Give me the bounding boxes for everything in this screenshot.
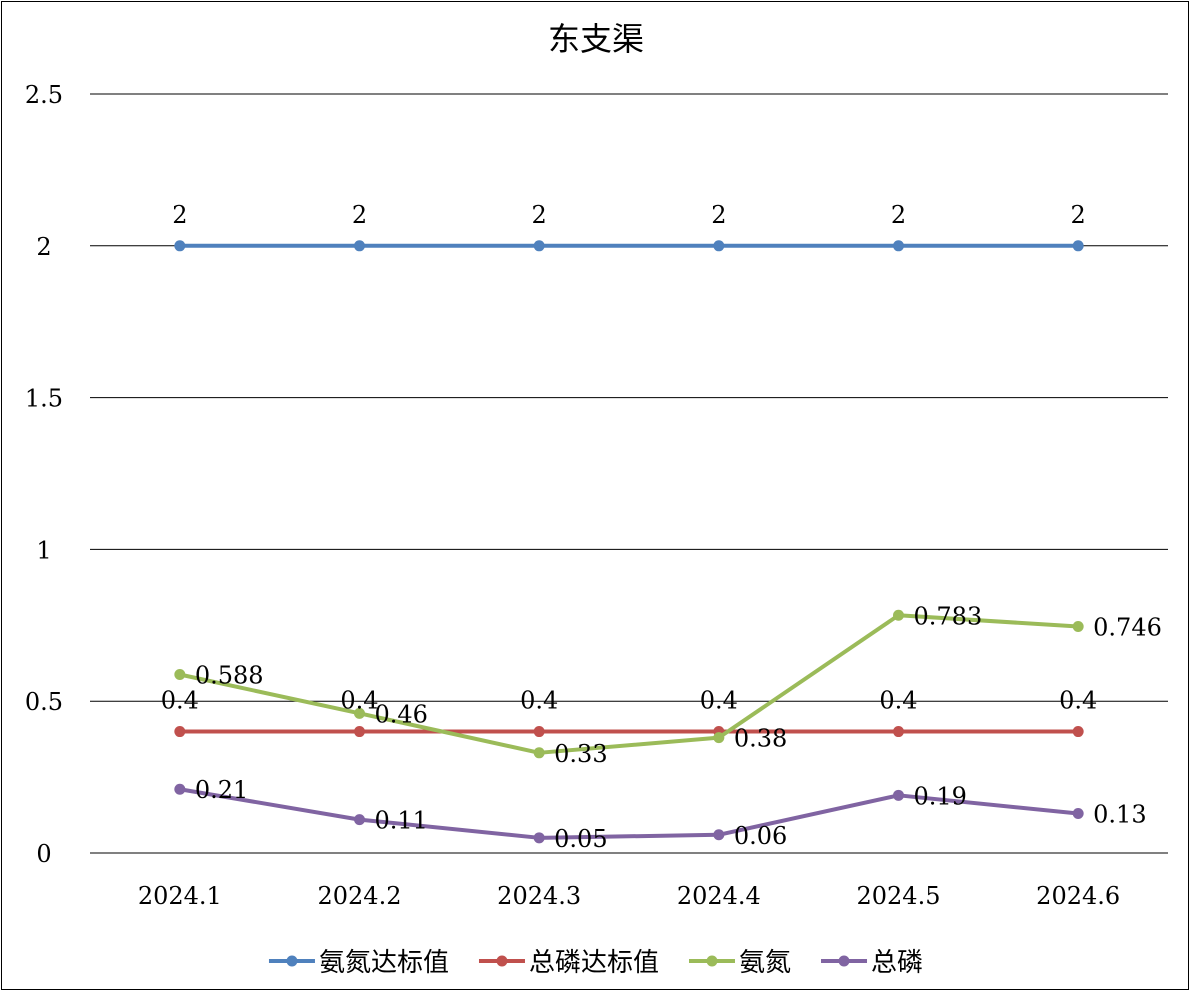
series-group [174, 240, 1084, 844]
data-point [354, 726, 365, 738]
data-label: 0.783 [914, 602, 983, 630]
series-line [179, 613, 1079, 755]
y-tick-label: 1 [36, 536, 51, 564]
data-label: 2 [711, 201, 726, 229]
data-label: 0.4 [1059, 687, 1097, 715]
data-point [174, 726, 186, 738]
y-tick-label: 0.5 [25, 688, 63, 716]
data-label: 0.4 [520, 687, 558, 715]
data-label: 0.05 [554, 825, 607, 853]
y-tick-label: 2.5 [25, 81, 63, 109]
data-point [533, 832, 545, 844]
data-label: 0.11 [375, 807, 428, 835]
data-label: 0.13 [1093, 801, 1146, 829]
legend-item: 氨氮达标值 [268, 948, 449, 978]
data-label: 2 [891, 201, 906, 229]
x-tick-label: 2024.1 [138, 882, 222, 910]
data-point [354, 707, 365, 719]
data-point [174, 240, 186, 252]
gridlines [90, 93, 1168, 854]
data-label: 0.4 [879, 687, 917, 715]
data-label: 2 [532, 201, 547, 229]
data-point [1072, 726, 1084, 738]
data-label: 0.19 [914, 782, 967, 810]
x-tick-label: 2024.6 [1036, 882, 1120, 910]
chart-title: 东支渠 [548, 20, 644, 58]
x-tick-label: 2024.3 [497, 882, 581, 910]
data-point [533, 747, 545, 759]
data-point [533, 240, 545, 252]
legend-marker [496, 955, 508, 967]
data-point [1072, 621, 1084, 633]
data-point [893, 726, 904, 738]
data-label: 2 [1071, 201, 1086, 229]
legend-label: 总磷达标值 [529, 948, 659, 978]
legend-label: 总磷 [871, 948, 923, 978]
data-point [893, 609, 904, 621]
legend-marker [838, 955, 850, 967]
series-line [179, 787, 1079, 840]
legend-label: 氨氮 [739, 948, 791, 978]
data-label: 0.4 [161, 687, 199, 715]
data-point [354, 814, 365, 826]
data-point [533, 726, 545, 738]
data-point [713, 732, 725, 744]
legend-marker [286, 955, 298, 967]
y-tick-label: 1.5 [25, 385, 63, 413]
legend-item: 氨氮 [689, 948, 791, 978]
data-label: 0.588 [195, 661, 264, 689]
data-label: 0.06 [734, 822, 787, 850]
x-axis-ticks: 2024.1 2024.2 2024.3 2024.4 2024.5 2024.6 [138, 882, 1120, 910]
data-label: 0.33 [554, 740, 607, 768]
legend-label: 氨氮达标值 [319, 948, 449, 978]
data-point [354, 240, 365, 252]
data-point [1072, 808, 1084, 820]
legend: 氨氮达标值 总磷达标值 氨氮 总磷 [268, 948, 923, 978]
x-tick-label: 2024.2 [318, 882, 402, 910]
y-tick-label: 0 [36, 840, 51, 868]
data-point [174, 783, 186, 795]
data-point [1072, 240, 1084, 252]
data-label: 0.4 [340, 687, 378, 715]
x-tick-label: 2024.5 [857, 882, 941, 910]
data-point [713, 829, 725, 841]
data-point [893, 789, 904, 801]
data-point [174, 668, 186, 680]
data-label: 0.746 [1093, 614, 1162, 642]
data-label: 0.4 [700, 687, 738, 715]
legend-item: 总磷达标值 [478, 948, 659, 978]
data-labels: 2 2 2 2 2 20.4 0.4 0.4 0.4 0.4 0.40.5880.460.330.3… [161, 201, 1162, 853]
legend-item: 总磷 [821, 948, 923, 978]
data-label: 2 [172, 201, 187, 229]
data-label: 0.38 [734, 725, 787, 753]
data-label: 0.46 [375, 700, 428, 728]
data-label: 2 [352, 201, 367, 229]
x-tick-label: 2024.4 [677, 882, 761, 910]
data-point [893, 240, 904, 252]
y-tick-label: 2 [36, 233, 51, 261]
data-label: 0.21 [195, 776, 248, 804]
y-axis-ticks: 0 0.5 1 1.5 2 2.5 [25, 81, 63, 868]
data-point [713, 240, 725, 252]
legend-marker [706, 955, 718, 967]
